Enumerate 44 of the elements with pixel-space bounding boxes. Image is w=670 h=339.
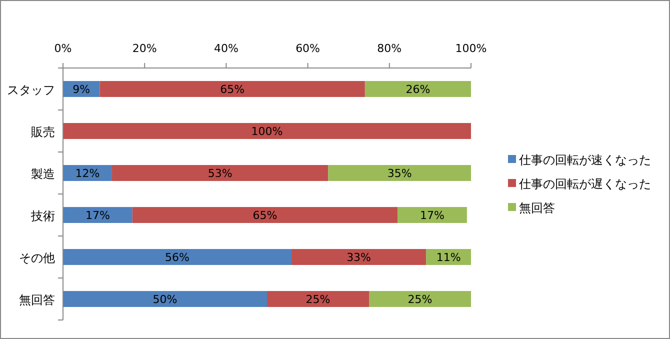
data-label: 65% <box>252 209 278 222</box>
x-tick-label: 0% <box>54 42 72 55</box>
x-tick-label: 60% <box>296 42 320 55</box>
legend-label: 無回答 <box>519 201 555 215</box>
bar <box>291 249 426 265</box>
data-label: 26% <box>406 83 430 96</box>
data-label: 53% <box>208 167 232 180</box>
x-tick-label: 20% <box>132 42 157 55</box>
y-tick-label: スタッフ <box>7 83 55 97</box>
data-label: 56% <box>165 251 190 264</box>
bar <box>63 207 132 223</box>
bar <box>112 165 328 181</box>
x-tick-label: 40% <box>214 42 238 55</box>
x-tick-label: 100% <box>455 42 487 55</box>
bar <box>63 249 292 265</box>
data-label: 33% <box>346 251 372 264</box>
bar <box>369 291 471 307</box>
bar <box>328 165 471 181</box>
data-label: 17% <box>85 209 110 222</box>
data-label: 12% <box>75 167 100 180</box>
x-tick-label: 80% <box>377 42 402 55</box>
y-tick-label: 製造 <box>31 167 55 181</box>
bar <box>398 207 467 223</box>
y-tick-label: 販売 <box>31 125 55 139</box>
y-tick-label: その他 <box>19 251 55 265</box>
data-label: 9% <box>72 83 90 96</box>
data-label: 50% <box>152 293 178 306</box>
bar <box>63 291 267 307</box>
bar <box>267 291 369 307</box>
bar <box>364 81 471 97</box>
y-tick-label: 技術 <box>30 209 55 223</box>
bar <box>100 81 365 97</box>
legend-label: 仕事の回転が遅くなった <box>518 177 651 191</box>
data-label: 65% <box>220 83 245 96</box>
bar <box>63 123 471 139</box>
bar <box>132 207 398 223</box>
data-label: 11% <box>436 251 461 264</box>
legend-label: 仕事の回転が速くなった <box>518 153 651 167</box>
y-tick-label: 無回答 <box>19 293 55 307</box>
data-label: 35% <box>387 167 412 180</box>
data-label: 17% <box>420 209 444 222</box>
data-label: 25% <box>408 293 432 306</box>
data-label: 100% <box>251 125 283 138</box>
data-label: 25% <box>306 293 330 306</box>
